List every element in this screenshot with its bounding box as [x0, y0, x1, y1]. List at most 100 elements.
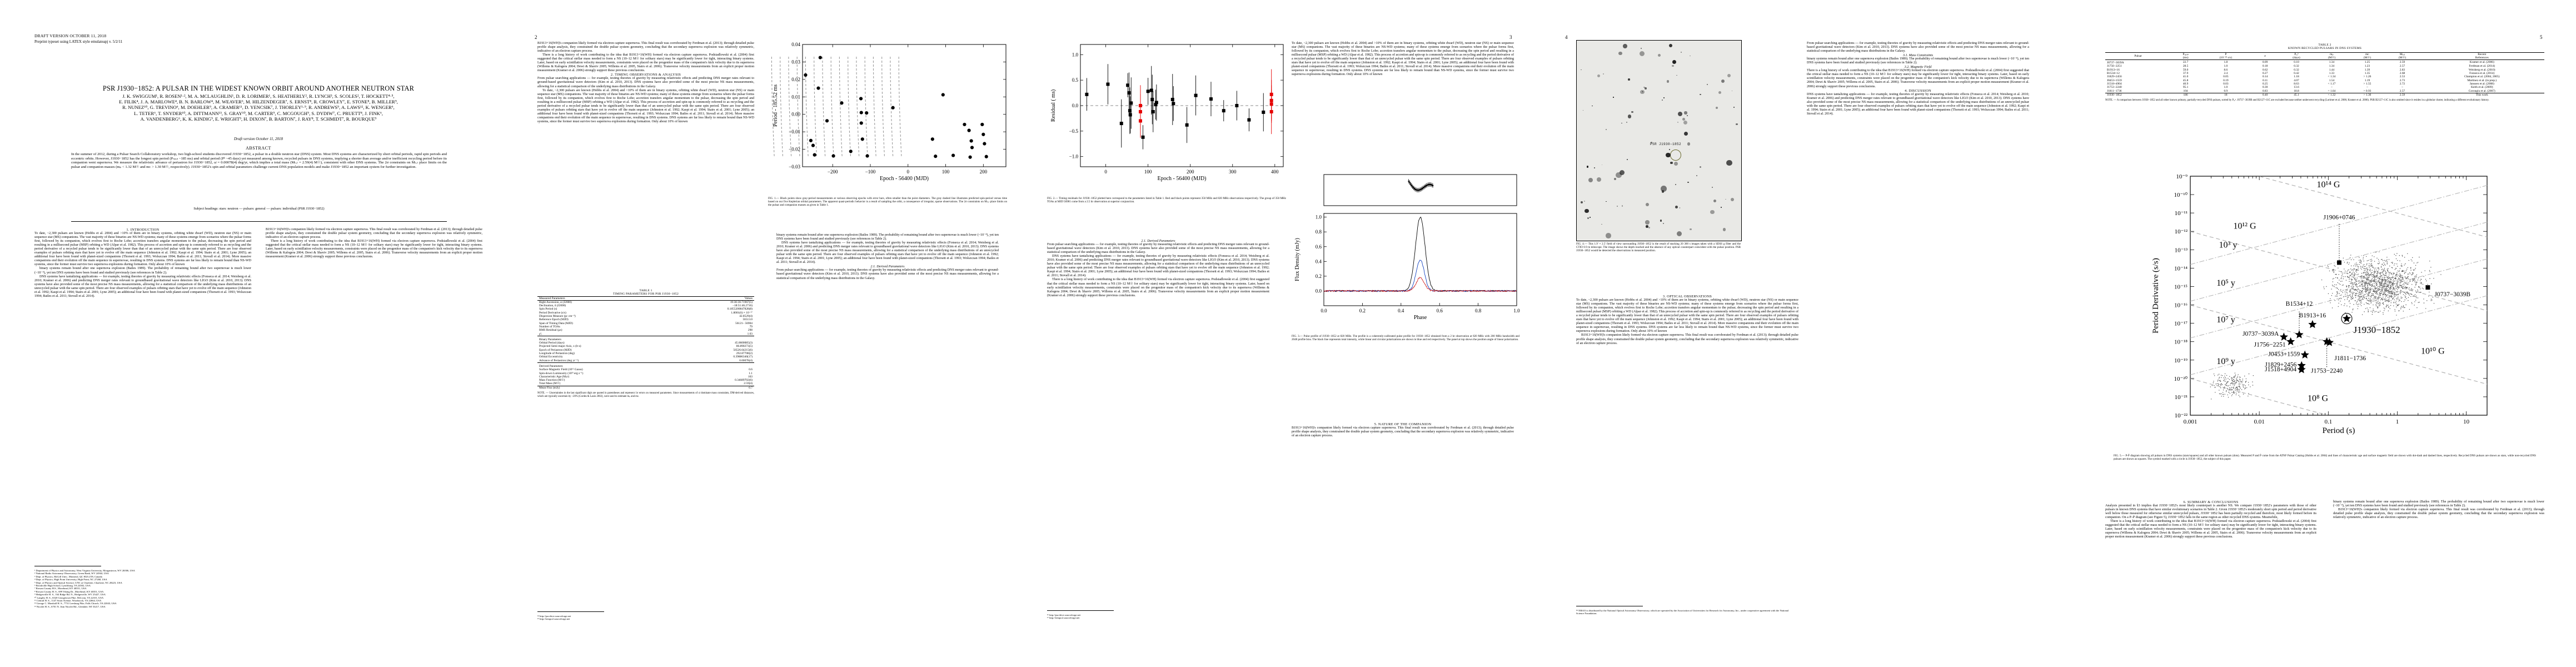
cell: χ²ᵣ [537, 332, 676, 336]
page3-column-2: To date, ~2,300 pulsars are known (Hobbs… [1292, 42, 1514, 77]
table-1-col-header: Measured Parameters [537, 296, 676, 300]
body-paragraph: There is a long history of work contribu… [266, 240, 482, 259]
svg-text:10⁻¹¹: 10⁻¹¹ [2175, 210, 2188, 217]
table-1-subheader: Derived Parameters [537, 362, 676, 368]
svg-text:10¹⁰ G: 10¹⁰ G [2421, 346, 2445, 356]
table-row: Mean Flux (mJy) 0.7 [537, 386, 754, 390]
table-2-title: KNOWN RECYCLED PULSARS IN DNS SYSTEMS [2105, 47, 2544, 50]
svg-text:0.8: 0.8 [1316, 229, 1322, 235]
star-point [1661, 186, 1667, 192]
star-point [1669, 149, 1670, 150]
page2-column-1: B1913+16(WH)'s companion likely formed v… [537, 42, 754, 124]
star-point [1721, 207, 1722, 208]
svg-text:10⁻¹²: 10⁻¹² [2175, 228, 2188, 235]
table-row: J1811−1736 104 0.9 0.83 18.8 < 1.64 > 0.93 2.57… [2105, 89, 2544, 93]
table-row: Right Ascension, α (J2000) 19:30:30.71967… [537, 300, 754, 304]
star-point [1640, 51, 1645, 56]
svg-text:0.0: 0.0 [1072, 103, 1079, 108]
draft-version-italic: Draft version October 11, 2018 [32, 137, 485, 141]
star-point [1725, 199, 1726, 200]
svg-text:0.03: 0.03 [791, 59, 800, 64]
body-paragraph: From pulsar searching applications — for… [1807, 42, 2029, 53]
url-footnote: ¹⁴ http://psrchive.sourceforge.net ¹⁵ ht… [537, 615, 754, 621]
star-point [1663, 223, 1664, 224]
svg-text:0.00: 0.00 [791, 112, 800, 117]
cell: > 1.30 [2349, 93, 2385, 97]
col-header: Recent [2478, 53, 2486, 56]
svg-text:10⁹ y: 10⁹ y [2216, 357, 2235, 366]
svg-text:J1518+4904: J1518+4904 [2265, 366, 2296, 373]
svg-text:0.8: 0.8 [1475, 308, 1482, 313]
cell: Total Mass (M☉) [537, 382, 676, 386]
svg-text:0.2: 0.2 [1359, 308, 1366, 313]
star-point [1690, 56, 1691, 57]
figure-3-caption: FIG. 3.— Pulse profile of J1930−1852 at … [1292, 335, 1519, 342]
svg-text:10⁻⁹: 10⁻⁹ [2176, 173, 2188, 180]
cell: This work [2420, 93, 2544, 97]
table-row: Total Mass (M☉) 2.59(4) [537, 382, 754, 386]
svg-text:0: 0 [1104, 169, 1107, 175]
star-point [1621, 123, 1622, 124]
page-number: 4 [1565, 34, 1568, 40]
url-footnote: ¹⁶ http://psrchive.sourceforge.net ¹⁷ ht… [1047, 614, 1264, 620]
body-paragraph: binary systems remain bound after one su… [776, 233, 999, 241]
figure-4-caption: FIG. 4.— This 1.9' × 2.5' field of view … [1576, 243, 1741, 253]
cell: 1.34 [2314, 60, 2349, 65]
table-2: TABLE 2 KNOWN RECYCLED PULSARS IN DNS SY… [2105, 43, 2544, 102]
svg-text:10⁻¹⁵: 10⁻¹⁵ [2174, 283, 2188, 290]
figure-5: 0.001 0.01 0.1 1 10 10⁻²² 10⁻²¹ 10⁻²⁰ 10⁻¹⁹ 10⁻¹⁸… [2147, 164, 2503, 461]
star-point [1603, 73, 1604, 74]
body-paragraph: Analysis presented in §3 implies that J1… [2105, 504, 2316, 520]
cell: Corongiu et al. (2007) [2420, 89, 2544, 93]
table-1: TABLE 1 TIMING PARAMETERS FOR PSR J1930−… [537, 289, 754, 398]
svg-text:J0737−3039B: J0737−3039B [2434, 291, 2470, 298]
author-line: J. K. SWIGGUM¹, R. ROSEN¹·², M. A. MCLAU… [32, 93, 485, 99]
star-point [1681, 52, 1682, 53]
star-point [1680, 207, 1681, 208]
star-point [1687, 182, 1688, 183]
svg-text:100: 100 [1144, 169, 1152, 175]
star-point [1672, 65, 1674, 67]
svg-text:J0737−3039A: J0737−3039A [2243, 331, 2279, 337]
svg-text:−1.0: −1.0 [1069, 154, 1079, 160]
body-paragraph: To date, ~2,300 pulsars are known (Hobbs… [1576, 298, 1798, 334]
star-point [1663, 97, 1665, 98]
page-1: arXiv:1503.06276v1 [astro-ph.HE] 21 Mar … [0, 0, 515, 667]
optical-field-image: PSR J1930−1852 [1576, 40, 1742, 241]
svg-text:B1534+12: B1534+12 [2286, 301, 2313, 307]
page5-column-1: 6. SUMMARY & CONCLUSIONS Analysis presen… [2105, 500, 2316, 539]
star-point [1646, 203, 1649, 206]
svg-text:0.001: 0.001 [2184, 419, 2198, 425]
body-paragraph: From pulsar searching applications — for… [776, 268, 999, 280]
footnote-line: ¹⁸ NRAO is distributed by the National O… [1576, 609, 1793, 615]
body-paragraph: binary systems remain bound after one su… [34, 267, 251, 275]
star-point [1606, 233, 1611, 238]
affil-line: ¹³ Nicolet H. S., 6701 N. Jean Nicolet R… [34, 605, 251, 608]
svg-text:Period Derivative (s/s): Period Derivative (s/s) [2151, 258, 2160, 334]
figure-3: 0.0 0.2 0.4 0.6 0.8 1.0 0.0 0.2 0.4 0.6 0.8 1.0 Phas… [1292, 167, 1525, 342]
svg-text:J1756−2251: J1756−2251 [2254, 342, 2286, 349]
page3-column-1: 2.1. Derived Parameters From pulsar sear… [1047, 239, 1269, 298]
star-point [1627, 159, 1628, 160]
star-point [1587, 166, 1589, 168]
page-number: 3 [1509, 34, 1512, 40]
draft-header: DRAFT VERSION OCTOBER 11, 2018 Preprint … [34, 33, 479, 44]
star-point [1672, 60, 1676, 64]
cell: 0.83 [2251, 89, 2279, 93]
svg-text:J1753−2240: J1753−2240 [2311, 368, 2343, 375]
star-point [1585, 209, 1588, 213]
table-2-header-row: Pulsar Pₛₚᵢₙ (ms) Ṗ (10⁻¹⁸ s/s) e Pₒᵣᵇ (da… [2105, 52, 2544, 60]
svg-text:1.0: 1.0 [1072, 52, 1079, 57]
star-point [1687, 142, 1691, 146]
footnote-rule [1047, 610, 1114, 611]
body-paragraph: binary systems remain bound after one su… [1807, 57, 2029, 65]
svg-text:0.0: 0.0 [1321, 308, 1327, 313]
star-point [1732, 91, 1733, 92]
svg-text:0.1: 0.1 [2324, 419, 2332, 425]
star-point [1675, 184, 1676, 185]
svg-text:−200: −200 [828, 169, 838, 175]
svg-text:10⁷ y: 10⁷ y [2216, 315, 2235, 325]
col-header-unit: (10⁻¹⁸ s/s) [2220, 56, 2232, 59]
star-point [1736, 123, 1737, 125]
svg-text:1: 1 [2396, 419, 2399, 425]
